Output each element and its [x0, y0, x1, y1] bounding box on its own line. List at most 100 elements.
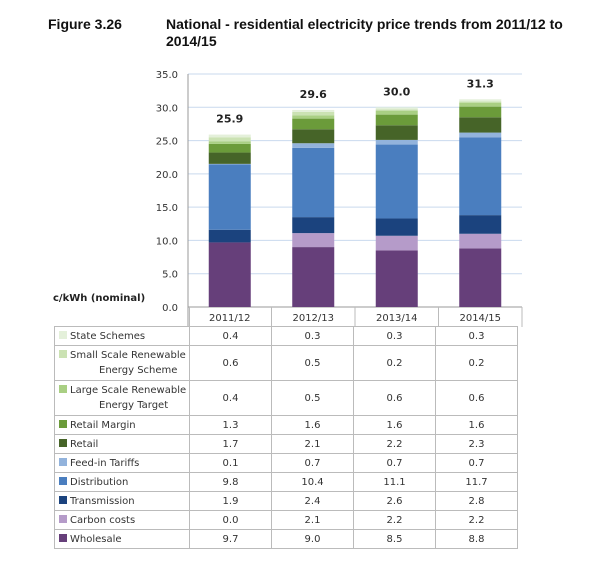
bar-segment-small-scale-renewable-energy-scheme: [375, 109, 418, 111]
bar-segment-carbon-costs: [292, 233, 335, 248]
legend-swatch-icon: [59, 514, 67, 523]
series-name-line: Large Scale Renewable: [70, 385, 187, 396]
series-label: Transmission: [54, 491, 190, 511]
bar-segment-wholesale: [292, 247, 335, 307]
y-tick-label: 5.0: [162, 270, 178, 281]
value-cell: 1.3: [189, 415, 272, 435]
series-name-line: Energy Target: [99, 400, 169, 411]
bar-segment-retail: [292, 129, 335, 144]
bar-segment-carbon-costs: [459, 233, 502, 249]
value-cell: 2.1: [271, 510, 354, 530]
legend-swatch-icon: [59, 419, 67, 428]
total-label: 25.9: [216, 113, 243, 126]
y-tick-label: 35.0: [156, 70, 178, 81]
value-cell: 10.4: [271, 472, 354, 492]
value-cell: 2.6: [353, 491, 436, 511]
bar-segment-feed-in-tariffs: [208, 163, 251, 165]
bar-segment-state-schemes: [375, 107, 418, 110]
x-tick-label: 2012/13: [292, 313, 334, 324]
table-row: Carbon costs 0.0 2.1 2.2 2.2: [54, 510, 518, 530]
bar-segment-large-scale-renewable-energy-target: [208, 141, 251, 144]
bar-segment-state-schemes: [459, 99, 502, 102]
value-cell: 8.8: [435, 529, 518, 549]
series-name: Distribution: [70, 476, 129, 488]
series-label: Feed-in Tariffs: [54, 453, 190, 473]
value-cell: 0.6: [435, 380, 518, 416]
value-cell: 9.7: [189, 529, 272, 549]
value-cell: 2.3: [435, 434, 518, 454]
value-cell: 0.2: [353, 345, 436, 381]
table-row: Wholesale 9.7 9.0 8.5 8.8: [54, 529, 518, 549]
data-table-legend: State Schemes 0.4 0.3 0.3 0.3 Small Scale Ren…: [54, 307, 518, 549]
table-row: Retail 1.7 2.1 2.2 2.3: [54, 434, 518, 454]
bar-segment-transmission: [459, 215, 502, 234]
value-cell: 2.2: [353, 434, 436, 454]
value-cell: 0.2: [435, 345, 518, 381]
legend-swatch-icon: [59, 533, 67, 542]
value-cell: 0.4: [189, 326, 272, 346]
table-row: Transmission 1.9 2.4 2.6 2.8: [54, 491, 518, 511]
series-name: State Schemes: [70, 330, 146, 342]
series-label: Distribution: [54, 472, 190, 492]
y-tick-label: 25.0: [156, 137, 178, 148]
x-tick-label: 2014/15: [459, 313, 501, 324]
value-cell: 0.6: [189, 345, 272, 381]
x-tick-label: 2013/14: [376, 313, 418, 324]
value-cell: 9.0: [271, 529, 354, 549]
value-cell: 2.2: [353, 510, 436, 530]
legend-swatch-icon: [59, 350, 67, 358]
bar-segment-distribution: [375, 144, 418, 219]
y-tick-label: 10.0: [156, 236, 178, 247]
bar-segment-retail-margin: [459, 106, 502, 118]
table-row: Feed-in Tariffs 0.1 0.7 0.7 0.7: [54, 453, 518, 473]
bar-segment-wholesale: [208, 242, 251, 307]
bar-segment-retail-margin: [375, 114, 418, 126]
legend-swatch-icon: [59, 385, 67, 393]
series-label: Large Scale Renewable Energy Target: [54, 380, 190, 416]
series-name: Feed-in Tariffs: [70, 457, 140, 469]
y-tick-label: 0.0: [162, 303, 178, 314]
y-tick-label: 30.0: [156, 103, 178, 114]
series-name: Retail Margin: [70, 419, 136, 431]
legend-swatch-icon: [59, 457, 67, 466]
bar-segment-carbon-costs: [375, 235, 418, 251]
bar-segment-small-scale-renewable-energy-scheme: [208, 137, 251, 142]
value-cell: 0.3: [435, 326, 518, 346]
value-cell: 0.4: [189, 380, 272, 416]
x-tick-label: 2011/12: [209, 313, 251, 324]
value-cell: 2.8: [435, 491, 518, 511]
value-cell: 2.4: [271, 491, 354, 511]
bar-segment-retail: [459, 117, 502, 133]
value-cell: 0.7: [353, 453, 436, 473]
series-label: Wholesale: [54, 529, 190, 549]
value-cell: 1.7: [189, 434, 272, 454]
value-cell: 2.2: [435, 510, 518, 530]
value-cell: 1.9: [189, 491, 272, 511]
bar-segment-retail: [375, 125, 418, 140]
value-cell: 0.5: [271, 380, 354, 416]
value-cell: 2.1: [271, 434, 354, 454]
bar-segment-feed-in-tariffs: [375, 139, 418, 145]
total-label: 29.6: [300, 88, 327, 101]
bar-segment-feed-in-tariffs: [459, 132, 502, 138]
series-label: State Schemes: [54, 326, 190, 346]
bar-segment-retail-margin: [208, 143, 251, 153]
bar-segment-retail: [208, 152, 251, 164]
series-name: Retail: [70, 438, 99, 450]
bar-segment-large-scale-renewable-energy-target: [292, 115, 335, 119]
y-axis-label: c/kWh (nominal): [53, 293, 146, 304]
table-row: Retail Margin 1.3 1.6 1.6 1.6: [54, 415, 518, 435]
series-name: Transmission: [70, 495, 135, 507]
series-label: Retail Margin: [54, 415, 190, 435]
series-label: Small Scale Renewable Energy Scheme: [54, 345, 190, 381]
value-cell: 1.6: [435, 415, 518, 435]
value-cell: 9.8: [189, 472, 272, 492]
bar-segment-large-scale-renewable-energy-target: [375, 110, 418, 115]
legend-swatch-icon: [59, 495, 67, 504]
bar-segment-state-schemes: [208, 134, 251, 138]
value-cell: 0.1: [189, 453, 272, 473]
value-cell: 8.5: [353, 529, 436, 549]
bar-segment-wholesale: [375, 250, 418, 307]
